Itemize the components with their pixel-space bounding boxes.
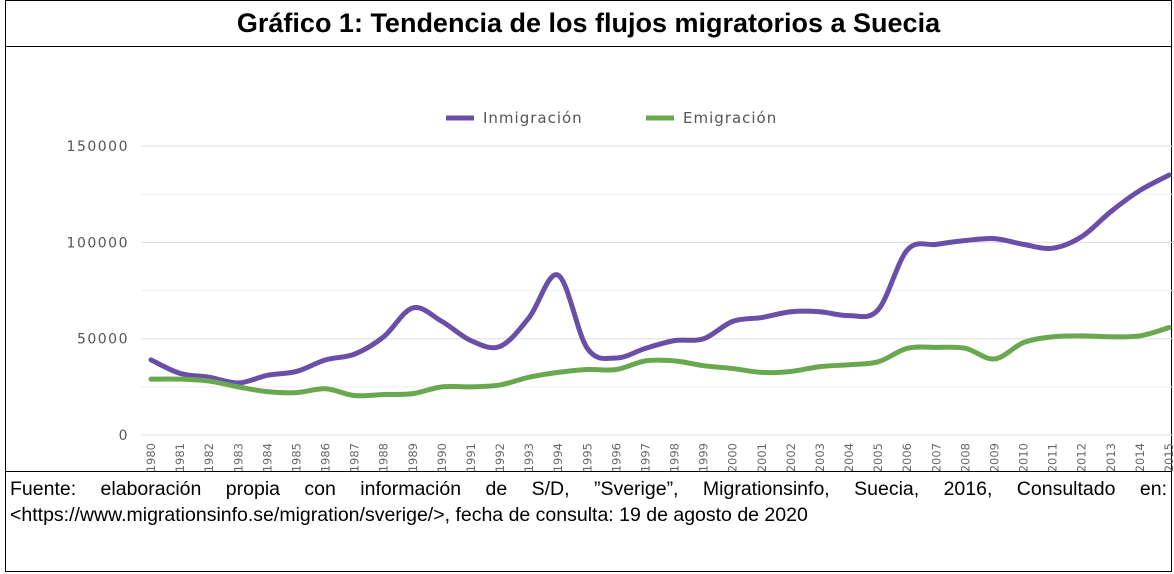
legend-label: Emigración	[683, 109, 777, 127]
x-tick-label: 2004	[842, 443, 856, 471]
x-tick-label: 2005	[871, 443, 885, 471]
series-line	[148, 172, 1172, 386]
x-tick-label: 1985	[289, 443, 303, 471]
x-tick-label: 2011	[1046, 443, 1060, 471]
x-tick-label: 2010	[1017, 443, 1031, 471]
x-tick-label: 2015	[1162, 443, 1174, 471]
x-tick-label: 1993	[522, 443, 536, 471]
x-tick-label: 2008	[958, 443, 972, 471]
x-tick-label: 1984	[260, 443, 274, 471]
x-tick-label: 2014	[1133, 443, 1147, 471]
x-tick-label: 2012	[1075, 443, 1089, 471]
source-note: Fuente: elaboración propia con informaci…	[6, 471, 1171, 528]
x-tick-label: 1989	[406, 443, 420, 471]
x-tick-label: 1998	[668, 443, 682, 471]
x-tick-label: 1983	[231, 443, 245, 471]
x-tick-label: 2007	[929, 443, 943, 471]
x-tick-label: 2013	[1104, 443, 1118, 471]
x-tick-label: 2002	[784, 443, 798, 471]
y-tick-label: 0	[119, 428, 129, 444]
x-tick-label: 1992	[493, 443, 507, 471]
series-line	[148, 325, 1172, 399]
chart-title: Gráfico 1: Tendencia de los flujos migra…	[6, 1, 1171, 47]
x-tick-label: 2000	[726, 443, 740, 471]
x-tick-label: 1990	[435, 443, 449, 471]
y-tick-label: 150000	[67, 139, 129, 155]
x-tick-label: 1994	[551, 443, 565, 471]
x-tick-label: 2001	[755, 443, 769, 471]
x-tick-label: 1988	[377, 443, 391, 471]
x-tick-label: 1996	[609, 443, 623, 471]
x-tick-label: 1999	[697, 443, 711, 471]
legend-label: Inmigración	[483, 109, 583, 127]
x-tick-label: 1981	[173, 443, 187, 471]
x-tick-label: 2003	[813, 443, 827, 471]
x-tick-label: 1982	[202, 443, 216, 471]
chart: 0 50000 100000 150000 1980 1981 1982 1983 1984 19…	[67, 109, 1174, 471]
document-box: Gráfico 1: Tendencia de los flujos migra…	[5, 0, 1174, 572]
x-tick-label: 1991	[464, 443, 478, 471]
x-tick-label: 1995	[580, 443, 594, 471]
x-tick-label: 1997	[638, 443, 652, 471]
x-tick-label: 1986	[319, 443, 333, 471]
y-tick-label: 100000	[67, 235, 129, 251]
x-tick-label: 2009	[987, 443, 1001, 471]
x-tick-label: 1987	[348, 443, 362, 471]
x-tick-label: 1980	[144, 443, 158, 471]
y-tick-label: 50000	[77, 332, 129, 348]
x-tick-label: 2006	[900, 443, 914, 471]
